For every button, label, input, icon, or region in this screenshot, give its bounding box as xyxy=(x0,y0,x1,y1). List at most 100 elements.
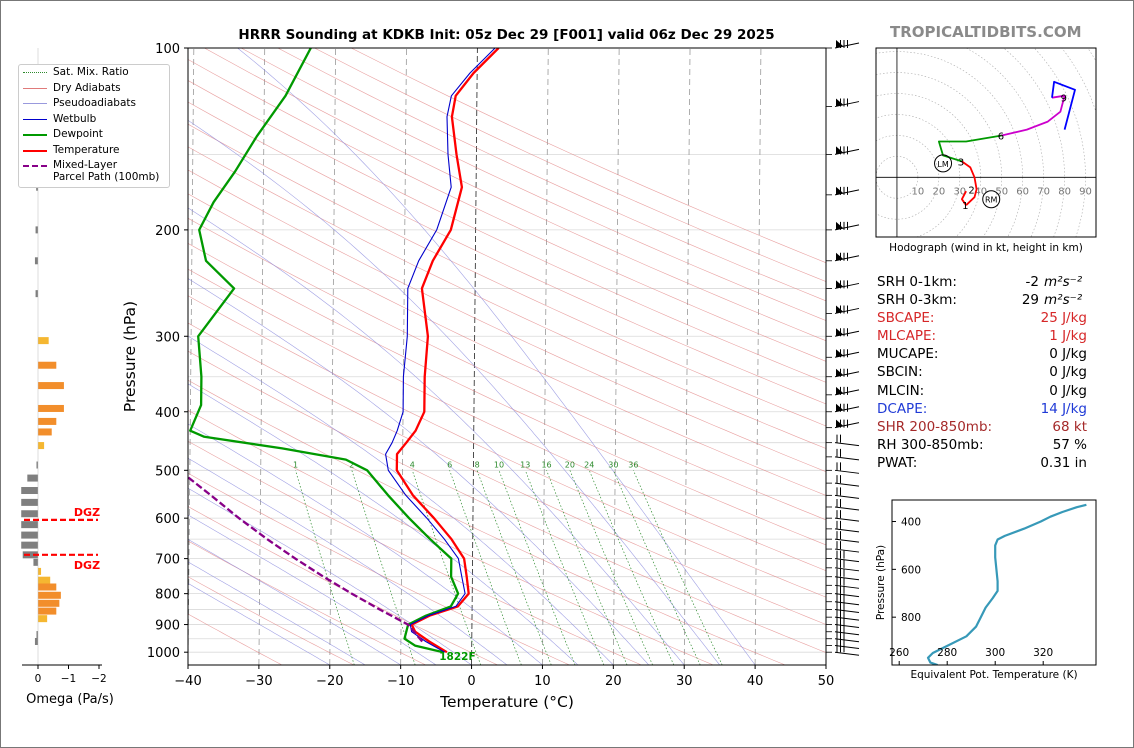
stat-value: 25 J/kg xyxy=(1040,310,1087,327)
wind-barb xyxy=(834,510,860,522)
stat-value: 29 xyxy=(1021,292,1039,309)
barb-shaft xyxy=(834,548,860,553)
omega-bar xyxy=(34,637,38,645)
omega-bar xyxy=(38,576,51,584)
dry-adiabat xyxy=(188,440,642,665)
mixing-ratio-line xyxy=(524,470,605,665)
omega-bar xyxy=(38,591,61,599)
dry-adiabat xyxy=(188,243,826,546)
hodo-height-label: 6 xyxy=(998,132,1004,143)
dgz-label: DGZ xyxy=(74,506,100,519)
te-x-axis-label: Equivalent Pot. Temperature (K) xyxy=(910,669,1077,681)
mixing-ratio-label: 10 xyxy=(494,460,504,469)
theta-e-line xyxy=(926,503,1087,665)
stat-label: SBCIN: xyxy=(877,364,923,381)
omega-bar xyxy=(21,487,38,495)
skewt-panel: 1 2 4 6 8 10 13 16 20 24 30 36 1822F −40 −30 −20 −10 0 1… xyxy=(121,42,834,711)
moist-adiabat xyxy=(188,207,685,665)
legend-label: Temperature xyxy=(53,143,120,156)
x-tick-label: 40 xyxy=(747,674,764,689)
barb-flag xyxy=(836,252,843,261)
omega-bar xyxy=(22,551,38,559)
y-tick-label: 300 xyxy=(155,330,180,345)
mixing-ratio-label: 1 xyxy=(293,460,298,469)
legend-swatch xyxy=(23,165,47,167)
stat-row: SRH 0-1km: -2 m²s⁻² xyxy=(877,273,1087,291)
wind-barb xyxy=(834,386,860,396)
x-tick-label: −10 xyxy=(387,674,414,689)
x-tick-label: 10 xyxy=(534,674,551,689)
barb-flag xyxy=(836,280,843,289)
moist-adiabat xyxy=(188,278,650,665)
barb-shaft xyxy=(834,528,860,533)
omega-bar xyxy=(38,567,42,575)
omega-tick-label: −1 xyxy=(61,673,76,685)
barb-shaft xyxy=(834,506,860,511)
stat-value: 57 % xyxy=(1052,436,1087,453)
y-tick-label: 500 xyxy=(155,464,180,479)
barb-shaft xyxy=(834,601,860,606)
wind-barb xyxy=(834,559,860,572)
barb-shaft xyxy=(834,609,860,614)
hodo-ring-label: 60 xyxy=(1016,186,1029,197)
y-tick-label: 800 xyxy=(155,588,180,603)
wind-barb xyxy=(834,550,860,563)
omega-bar xyxy=(38,428,52,436)
hodo-ring-label: 80 xyxy=(1058,186,1071,197)
omega-tick-label: 0 xyxy=(35,673,42,685)
dry-adiabat xyxy=(188,350,826,653)
barb-shaft xyxy=(834,456,860,461)
y-tick-label: 1000 xyxy=(147,646,180,661)
omega-bar xyxy=(38,615,48,623)
hodo-ring-label: 50 xyxy=(995,186,1008,197)
mixing-ratio-line xyxy=(449,470,522,665)
moist-adiabat xyxy=(188,514,437,665)
wind-barb xyxy=(834,541,860,553)
stat-value: -2 xyxy=(1025,274,1039,290)
y-tick-label: 400 xyxy=(155,406,180,421)
legend-label: Pseudoadiabats xyxy=(53,97,136,109)
legend-label: Wetbulb xyxy=(53,112,97,125)
surface-label: 1822F xyxy=(439,651,475,663)
barb-flag xyxy=(836,186,843,195)
omega-bar xyxy=(21,498,38,506)
dry-adiabat xyxy=(188,295,826,598)
legend-swatch xyxy=(23,118,47,120)
wind-barb xyxy=(834,520,860,533)
te-x-tick-label: 300 xyxy=(985,647,1005,659)
mixing-ratio-label: 16 xyxy=(541,460,551,469)
hodo-ring-label: 10 xyxy=(912,186,925,197)
omega-panel: DGZ DGZ 0 −1 −2 Omega (Pa/s) xyxy=(21,48,114,707)
mixing-ratio-label: 6 xyxy=(447,460,452,469)
dry-adiabat xyxy=(188,80,826,383)
stat-label: MLCAPE: xyxy=(877,328,937,345)
barb-shaft xyxy=(834,638,860,643)
brand-watermark: TROPICALTIDBITS.COM xyxy=(890,23,1082,41)
omega-bar xyxy=(36,461,38,469)
mixing-ratio-line xyxy=(411,470,482,665)
dry-adiabat xyxy=(188,169,826,473)
stat-label: MLCIN: xyxy=(877,382,925,399)
stats-panel: SRH 0-1km: -2 m²s⁻² SRH 0-3km: 29 m²s⁻² SBCAPE… xyxy=(877,273,1087,472)
stat-row: SHR 200-850mb: 68 kt xyxy=(877,418,1087,436)
barb-shaft xyxy=(834,584,860,589)
wind-barb xyxy=(834,568,860,581)
hodo-ring-label: 90 xyxy=(1079,186,1092,197)
barb-flag xyxy=(836,386,843,395)
y-tick-label: 600 xyxy=(155,512,180,527)
stat-label: PWAT: xyxy=(877,454,918,471)
mixing-ratio-line xyxy=(613,470,701,665)
barb-shaft xyxy=(834,482,860,487)
omega-bar xyxy=(38,599,60,607)
stat-label: SRH 0-3km: xyxy=(877,292,957,309)
omega-bar xyxy=(21,521,38,529)
moist-adiabat xyxy=(237,48,756,665)
isotherm xyxy=(542,48,549,665)
legend-item: Dewpoint xyxy=(19,127,169,143)
dry-adiabat xyxy=(188,268,826,572)
stat-label: SRH 0-1km: xyxy=(877,274,957,290)
wind-barb xyxy=(834,630,860,643)
wind-barb xyxy=(834,462,860,474)
mixing-ratio-label: 24 xyxy=(584,460,594,469)
wind-barb xyxy=(834,305,860,314)
